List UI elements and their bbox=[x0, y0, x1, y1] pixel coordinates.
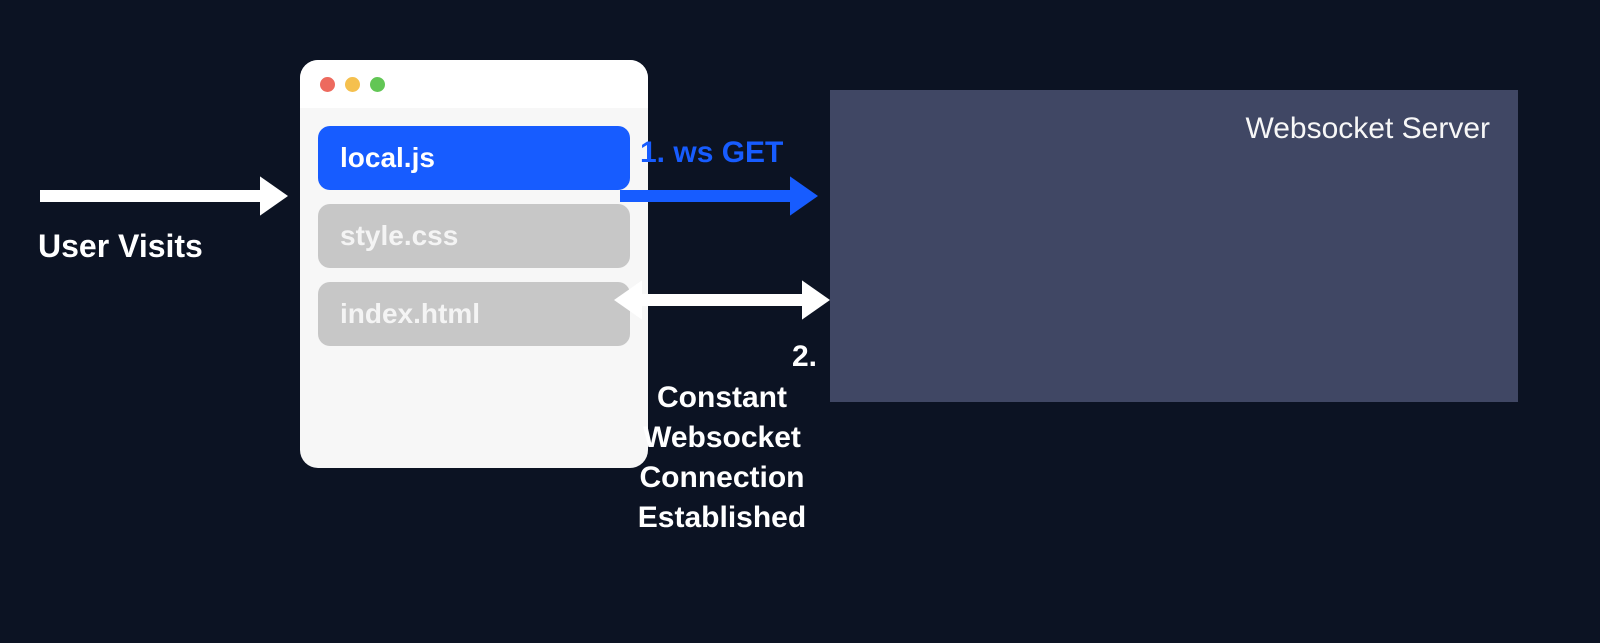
arrow-bidirectional bbox=[582, 268, 862, 332]
window-dot-yellow bbox=[345, 77, 360, 92]
label-step2-description: ConstantWebsocketConnectionEstablished bbox=[622, 378, 822, 538]
window-dot-red bbox=[320, 77, 335, 92]
diagram-canvas: local.js style.css index.html Websocket … bbox=[0, 0, 1600, 643]
window-dot-green bbox=[370, 77, 385, 92]
arrow-ws-get bbox=[588, 164, 850, 228]
server-title: Websocket Server bbox=[858, 112, 1490, 146]
websocket-server: Websocket Server bbox=[830, 90, 1518, 402]
arrow-user-visits bbox=[8, 164, 320, 228]
file-label: style.css bbox=[340, 220, 458, 251]
browser-titlebar bbox=[300, 60, 648, 108]
file-label: index.html bbox=[340, 298, 480, 329]
label-user-visits: User Visits bbox=[38, 228, 203, 265]
label-ws-get: 1. ws GET bbox=[640, 136, 783, 170]
file-style-css: style.css bbox=[318, 204, 630, 268]
file-local-js: local.js bbox=[318, 126, 630, 190]
browser-window: local.js style.css index.html bbox=[300, 60, 648, 468]
label-step2-number: 2. bbox=[792, 340, 817, 374]
file-label: local.js bbox=[340, 142, 435, 173]
